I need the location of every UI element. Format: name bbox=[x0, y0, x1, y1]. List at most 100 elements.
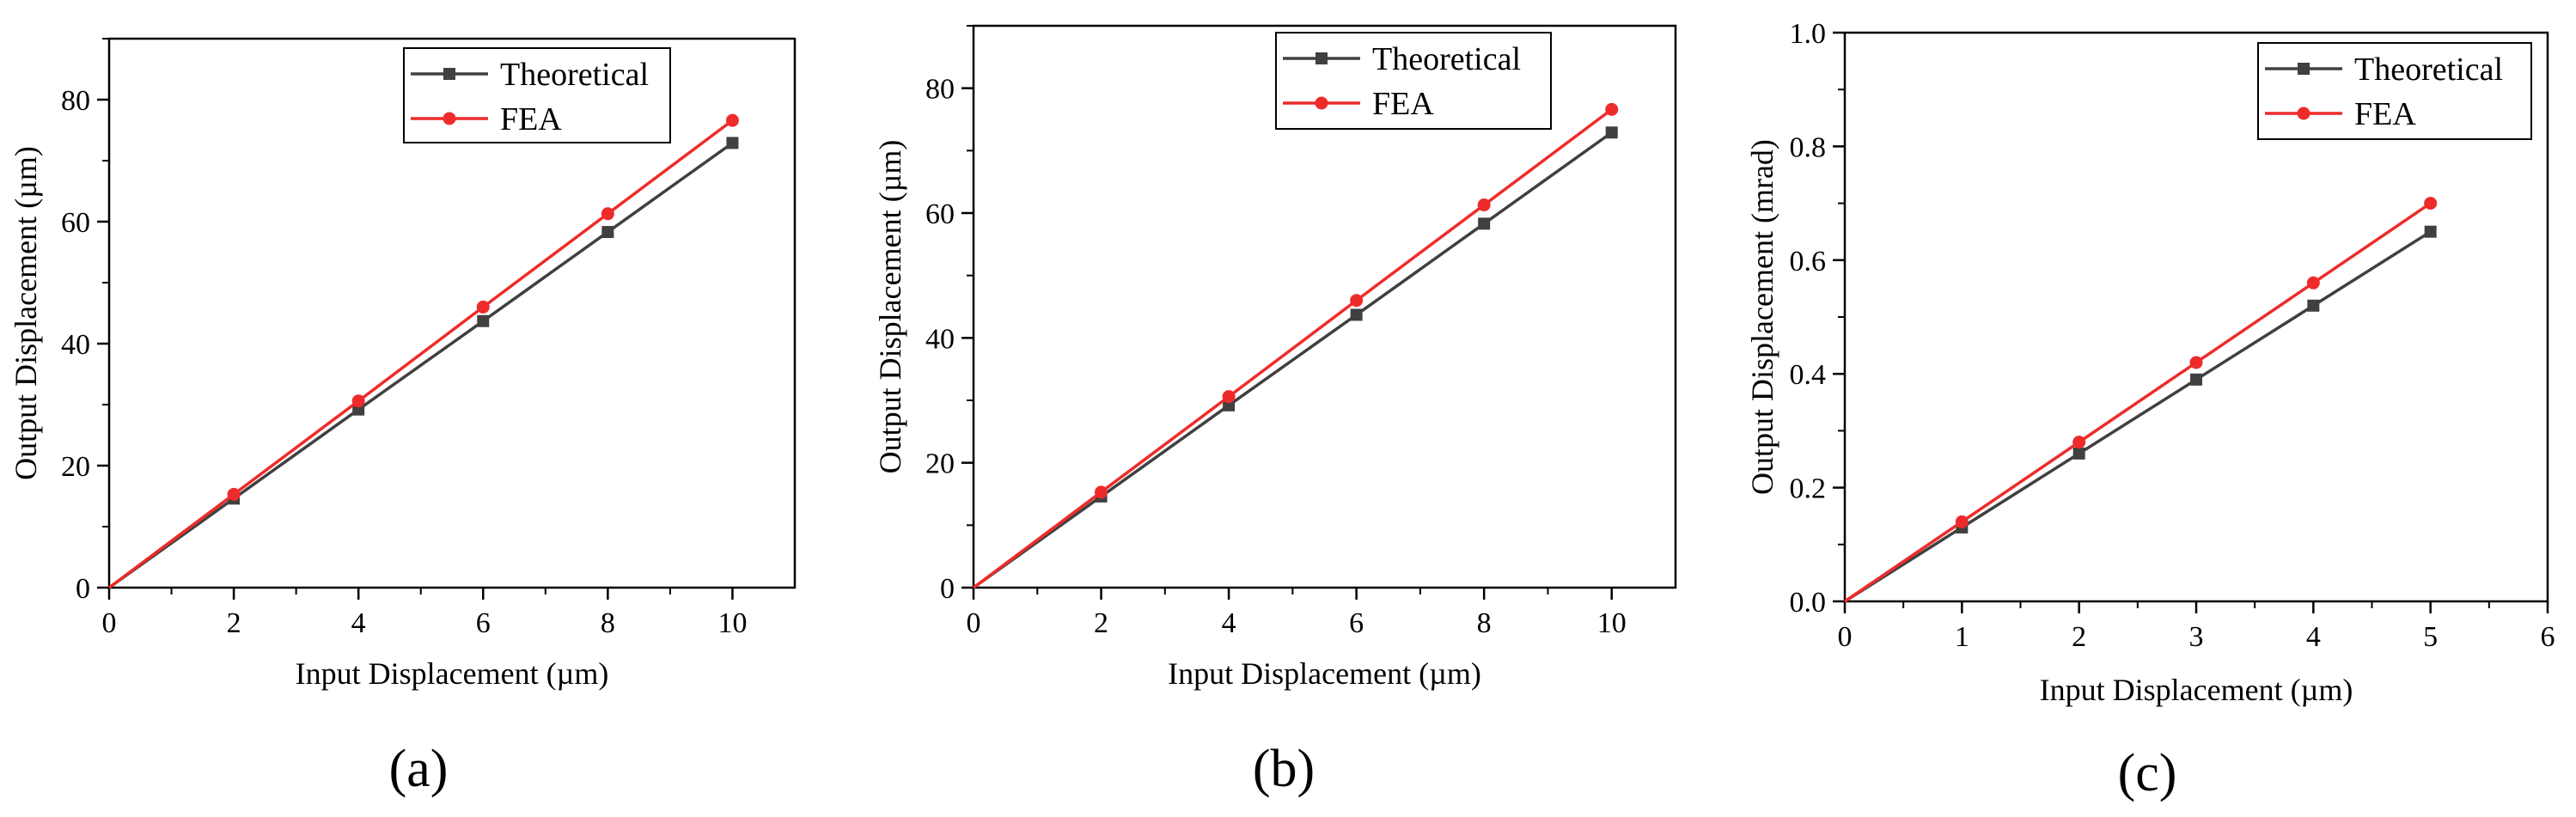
x-tick-label: 4 bbox=[351, 607, 366, 639]
series-line-fea bbox=[1844, 202, 2432, 603]
legend-label: FEA bbox=[2354, 96, 2416, 132]
chart-b: 0 2 4 6 8 10 0 20 40 60 80 Input Displacement (µm) O… bbox=[873, 24, 1677, 798]
y-tick-label: 0.4 bbox=[1790, 359, 1827, 391]
data-point-fea bbox=[476, 300, 490, 314]
x-tick-label: 4 bbox=[1222, 607, 1236, 639]
x-tick-label: 3 bbox=[2189, 621, 2204, 653]
x-tick-label: 0 bbox=[1838, 621, 1853, 653]
y-tick-label: 80 bbox=[925, 74, 955, 106]
x-tick-label: 1 bbox=[1955, 621, 1969, 653]
x-tick-label: 2 bbox=[227, 607, 241, 639]
legend-marker-circle bbox=[1315, 96, 1328, 110]
x-axis-title: Input Displacement (µm) bbox=[296, 656, 609, 691]
data-point-theoretical bbox=[726, 137, 739, 149]
data-point-fea bbox=[601, 207, 614, 221]
data-point-theoretical bbox=[601, 226, 614, 239]
panel-label: (a) bbox=[389, 740, 449, 798]
legend: Theoretical FEA bbox=[403, 47, 671, 143]
x-tick-label: 6 bbox=[2541, 621, 2555, 653]
data-point-fea bbox=[725, 113, 739, 127]
panel-label: (c) bbox=[2118, 744, 2177, 802]
y-tick-label: 0.0 bbox=[1790, 587, 1827, 619]
series-line-theoretical bbox=[972, 131, 1613, 589]
plot-frame bbox=[972, 24, 1677, 589]
y-tick-label: 0.6 bbox=[1790, 246, 1827, 277]
x-tick-label: 2 bbox=[1094, 607, 1108, 639]
legend-label: FEA bbox=[1372, 86, 1434, 122]
y-tick-label: 40 bbox=[61, 329, 90, 361]
legend-label: Theoretical bbox=[2354, 52, 2503, 88]
data-point-fea bbox=[1095, 485, 1108, 499]
y-tick-label: 0.8 bbox=[1790, 131, 1827, 163]
legend-marker-square bbox=[1315, 52, 1328, 64]
x-tick-label: 0 bbox=[967, 607, 981, 639]
data-point-theoretical bbox=[1350, 308, 1363, 321]
x-tick-label: 6 bbox=[1349, 607, 1364, 639]
y-axis-title: Output Displacement (µm) bbox=[9, 146, 43, 480]
y-tick-label: 80 bbox=[61, 85, 90, 117]
x-tick-label: 2 bbox=[2072, 621, 2086, 653]
panel-label: (b) bbox=[1253, 740, 1315, 798]
x-tick-label: 10 bbox=[1597, 607, 1627, 639]
y-tick-label: 1.0 bbox=[1790, 18, 1827, 50]
data-point-fea bbox=[1477, 198, 1491, 212]
data-point-theoretical bbox=[2424, 225, 2437, 238]
x-tick-label: 6 bbox=[476, 607, 491, 639]
x-tick-label: 8 bbox=[601, 607, 615, 639]
y-tick-label: 60 bbox=[925, 198, 955, 230]
data-point-fea bbox=[1605, 102, 1619, 116]
data-point-fea bbox=[351, 394, 365, 408]
y-tick-label: 0 bbox=[940, 573, 955, 605]
legend-label: Theoretical bbox=[500, 57, 649, 93]
chart-c: 0 1 2 3 4 5 6 0.0 0.2 0.4 0.6 0.8 1.0 Input Displacem… bbox=[1745, 18, 2555, 802]
legend: Theoretical FEA bbox=[2257, 42, 2532, 140]
data-point-fea bbox=[227, 487, 241, 501]
data-point-theoretical bbox=[2307, 299, 2320, 312]
series-line-fea bbox=[972, 107, 1613, 589]
x-tick-label: 5 bbox=[2423, 621, 2438, 653]
legend-marker-circle bbox=[2297, 107, 2310, 120]
y-axis-title: Output Displacement (µm) bbox=[873, 140, 907, 474]
legend-box bbox=[2257, 42, 2532, 140]
data-point-theoretical bbox=[477, 314, 490, 327]
data-point-theoretical bbox=[1223, 399, 1236, 412]
legend-label: Theoretical bbox=[1372, 41, 1521, 77]
legend: Theoretical FEA bbox=[1275, 32, 1552, 130]
x-axis-title: Input Displacement (µm) bbox=[2040, 673, 2353, 707]
y-tick-label: 20 bbox=[61, 451, 90, 483]
x-tick-label: 0 bbox=[102, 607, 117, 639]
data-point-fea bbox=[1955, 515, 1969, 528]
y-tick-label: 0.2 bbox=[1790, 473, 1827, 505]
data-point-fea bbox=[1222, 390, 1236, 404]
data-point-theoretical bbox=[2072, 447, 2085, 460]
series-line-theoretical bbox=[107, 141, 734, 589]
series-line-fea bbox=[107, 119, 734, 589]
data-point-fea bbox=[2424, 197, 2438, 210]
legend-label: FEA bbox=[500, 101, 562, 137]
legend-box bbox=[1275, 32, 1552, 130]
y-tick-label: 40 bbox=[925, 323, 955, 355]
data-point-fea bbox=[2072, 436, 2086, 449]
y-axis-title: Output Displacement (mrad) bbox=[1745, 139, 1779, 495]
x-axis-title: Input Displacement (µm) bbox=[1168, 656, 1481, 691]
data-point-theoretical bbox=[2190, 373, 2202, 386]
x-tick-label: 10 bbox=[717, 607, 747, 639]
legend-box bbox=[403, 47, 671, 143]
x-tick-label: 8 bbox=[1477, 607, 1492, 639]
data-point-theoretical bbox=[1478, 217, 1491, 230]
data-point-fea bbox=[2306, 276, 2320, 290]
y-tick-label: 20 bbox=[925, 448, 955, 480]
y-tick-label: 0 bbox=[76, 573, 90, 605]
data-point-fea bbox=[2189, 356, 2203, 369]
y-tick-label: 60 bbox=[61, 207, 90, 239]
data-point-theoretical bbox=[1605, 126, 1618, 139]
legend-marker-square bbox=[443, 68, 455, 80]
plot-frame bbox=[107, 37, 797, 589]
data-point-fea bbox=[1350, 294, 1364, 308]
x-tick-label: 4 bbox=[2306, 621, 2321, 653]
legend-marker-square bbox=[2298, 63, 2310, 75]
series-line-theoretical bbox=[1844, 230, 2432, 603]
chart-a: 0 2 4 6 8 10 0 20 40 60 80 Input Displacement (µm) O… bbox=[9, 37, 797, 798]
legend-marker-circle bbox=[443, 112, 456, 125]
